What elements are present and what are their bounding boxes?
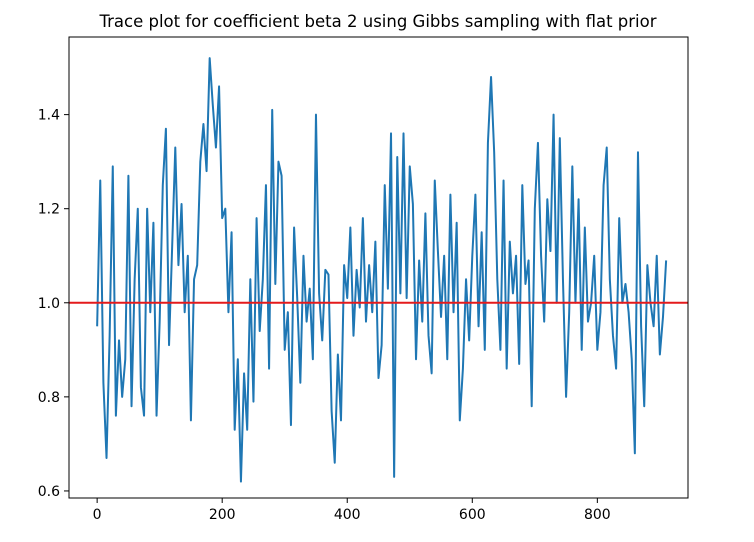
y-tick-label: 1.0 bbox=[38, 296, 60, 312]
y-tick-label: 1.4 bbox=[38, 108, 60, 124]
x-tick-label: 200 bbox=[209, 507, 236, 523]
axes: 0 200 400 600 800 0.6 0.8 1.0 1.2 1.4 bbox=[38, 36, 689, 523]
x-tick-label: 600 bbox=[459, 507, 486, 523]
plot-area bbox=[69, 57, 688, 483]
chart-title: Trace plot for coefficient beta 2 using … bbox=[98, 12, 656, 31]
x-tick-label: 400 bbox=[334, 507, 361, 523]
y-tick-label: 0.6 bbox=[38, 484, 60, 500]
series-line bbox=[96, 57, 668, 483]
y-tick-label: 1.2 bbox=[38, 202, 60, 218]
y-tick-label: 0.8 bbox=[38, 390, 60, 406]
x-tick-label: 0 bbox=[93, 507, 102, 523]
axes-frame bbox=[68, 36, 689, 499]
x-tick-label: 800 bbox=[584, 507, 611, 523]
